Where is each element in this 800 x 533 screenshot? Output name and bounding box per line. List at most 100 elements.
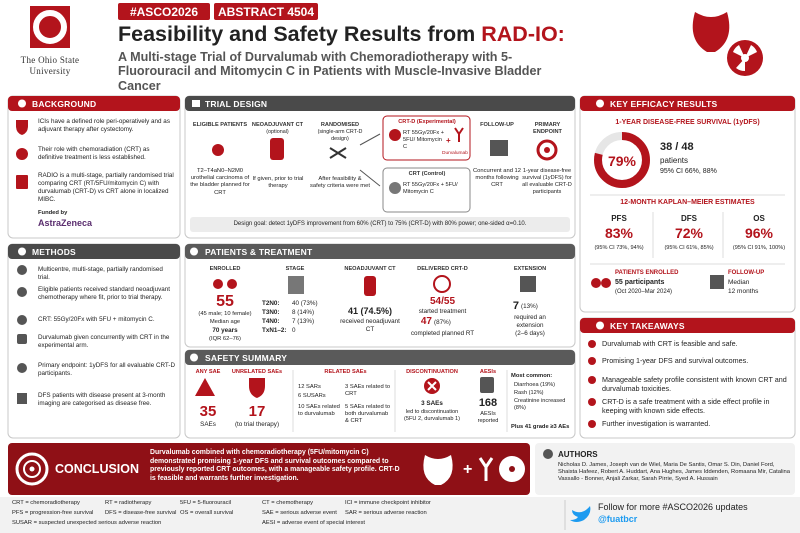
text: Concurrent and 12 months following CRT [472, 168, 522, 189]
title: NEOADJUVANT CT [344, 266, 396, 272]
n: 168 [478, 397, 498, 409]
value: 83% [604, 225, 634, 241]
decoration [733, 45, 757, 72]
pct: (13%) [521, 303, 538, 310]
decoration [16, 175, 28, 189]
decoration [190, 217, 570, 232]
decoration [184, 95, 576, 239]
value: 72% [674, 225, 704, 241]
items: DFS patients with disease present at 3-m… [38, 392, 166, 407]
decoration [227, 279, 237, 289]
decoration [710, 275, 724, 289]
ci: 95% CI 66%, 88% [660, 168, 717, 175]
decoration [17, 287, 27, 297]
followup-label: Median [728, 279, 750, 286]
n: 55 [216, 293, 234, 310]
items: Diarrhoea (19%) [514, 382, 556, 388]
decoration [389, 182, 401, 194]
decoration [213, 279, 223, 289]
n: 7 [512, 300, 519, 312]
decoration [190, 353, 198, 362]
frac: 38 / 48 [660, 141, 694, 153]
title: DELIVERED CRT-D [417, 266, 468, 272]
decoration [588, 420, 596, 428]
n: 41 (74.5%) [347, 306, 393, 316]
heading: BACKGROUND [32, 99, 97, 109]
title: ANY SAE [195, 369, 221, 375]
decoration [433, 275, 451, 293]
rows: T3N0: [262, 309, 280, 316]
heading: AUTHORS [558, 450, 598, 459]
abbreviations: OS = overall survival [180, 510, 234, 516]
text: led to discontinuation (5FU 2, durvaluma… [404, 409, 460, 422]
items: Eligible patients received standard neoa… [38, 286, 170, 301]
ci: (95% CI 91%, 100%) [732, 245, 786, 251]
title: AESIs [479, 369, 497, 375]
decoration [543, 449, 553, 459]
decoration [490, 140, 508, 156]
n2: 47 [420, 316, 432, 327]
decoration [212, 144, 224, 156]
n: 17 [248, 403, 266, 420]
abbreviations: SUSAR = suspected unexpected serious adv… [12, 520, 162, 526]
rows: 40 (73%) [292, 300, 318, 307]
items: CRT-D is a safe treatment with a side ef… [602, 397, 770, 415]
decoration [588, 357, 596, 365]
decoration [17, 393, 27, 404]
abbreviations: PFS = progression-free survival [12, 510, 94, 516]
heading: KEY TAKEAWAYS [610, 321, 685, 331]
dfs-title: 1-YEAR DISEASE-FREE SURVIVAL (1yDFS) [615, 119, 760, 126]
decoration [596, 99, 604, 108]
items: 5 SAEs related to both durvalumab & CRT [345, 404, 391, 425]
decoration [382, 115, 471, 161]
ci: (95% CI 73%, 94%) [594, 245, 644, 251]
decoration [17, 363, 27, 373]
rows: 7 (13%) [292, 318, 315, 325]
note: (single-arm CRT-D design) [317, 129, 363, 142]
title: CRT-D (Experimental) [398, 119, 456, 125]
decoration [16, 120, 28, 189]
pct: 79% [607, 153, 637, 169]
decoration [535, 443, 795, 495]
decoration [588, 398, 596, 406]
heading: PATIENTS & TREATMENT [205, 247, 313, 257]
decoration [536, 139, 558, 161]
title-highlight: RAD-IO: [481, 22, 565, 46]
grade: Plus 41 grade ≥3 AEs [511, 424, 570, 430]
items: 10 SAEs related to durvalumab [298, 404, 340, 418]
frac-unit: patients [660, 156, 689, 165]
detail: (45 male; 10 female) [198, 311, 252, 317]
label: OS [753, 214, 765, 223]
enrolled: 55 participants [615, 279, 665, 286]
rows: T2N0: [262, 300, 280, 307]
decoration [212, 129, 558, 194]
decoration [329, 147, 347, 159]
plus: + [446, 136, 451, 145]
n: 54/55 [429, 296, 456, 307]
text: AESIs reported [477, 411, 499, 424]
heading: KEY EFFICACY RESULTS [610, 99, 718, 109]
label: PFS [611, 214, 627, 223]
items: Manageable safety profile consistent wit… [602, 375, 787, 393]
heading: SAFETY SUMMARY [205, 353, 288, 363]
decoration [16, 148, 28, 160]
title: RELATED SAEs [324, 369, 367, 375]
title: Most common: [511, 373, 553, 379]
abbreviations: 5FU = 5-fluorouracil [180, 500, 232, 506]
range: (2–6 days) [515, 330, 545, 337]
decoration [15, 452, 49, 486]
decoration [480, 377, 494, 393]
decoration [389, 129, 401, 141]
tag-box [214, 3, 318, 20]
iqr: (IQR 62–76) [209, 336, 241, 342]
km-title: 12-MONTH KAPLAN–MEIER ESTIMATES [620, 199, 755, 206]
funder: AstraZeneca [38, 218, 93, 228]
title: NEOADJUVANT CT [251, 122, 304, 128]
enrolled-dates: (Oct 2020–Mar 2024) [615, 289, 673, 295]
title: DISCONTINUATION [406, 369, 458, 375]
label: DFS [681, 214, 697, 223]
decoration [580, 96, 795, 111]
decoration [18, 99, 604, 362]
abbreviations: CT = chemotherapy [262, 500, 313, 506]
